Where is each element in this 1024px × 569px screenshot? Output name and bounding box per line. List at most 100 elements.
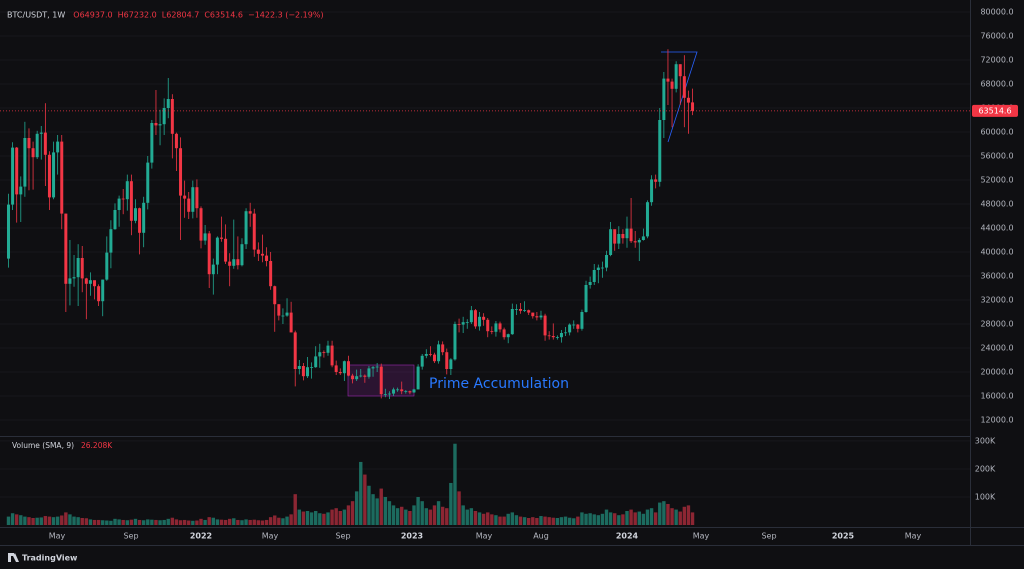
y-tick-label: 40000.0 <box>980 248 1013 257</box>
volume-bar <box>522 517 527 525</box>
candle-body <box>27 138 31 149</box>
y-tick-label: 80000.0 <box>980 8 1013 17</box>
volume-bar <box>146 519 150 525</box>
candle-body <box>572 324 576 326</box>
volume-bar <box>334 508 338 525</box>
candle-body <box>478 316 482 327</box>
candle-body <box>19 186 23 195</box>
volume-bar <box>420 501 424 525</box>
candle-body <box>387 393 391 395</box>
volume-bar <box>301 511 306 525</box>
candle-body <box>502 329 506 338</box>
candle-body <box>179 148 183 196</box>
volume-bar <box>248 519 252 525</box>
candle-body <box>363 375 367 377</box>
volume-bar <box>113 518 117 525</box>
candle-body <box>52 152 56 198</box>
candle-body <box>666 78 670 82</box>
y-tick-label: 76000.0 <box>980 32 1013 41</box>
candle-body <box>109 229 113 253</box>
volume-bar <box>207 517 211 525</box>
volume-bar <box>670 508 674 525</box>
candle-body <box>662 78 666 120</box>
volume-bar <box>162 519 166 525</box>
candle-body <box>412 389 416 393</box>
volume-bar <box>322 513 326 525</box>
candle-body <box>678 64 682 77</box>
volume-tick-label: 100K <box>975 492 996 501</box>
volume-bar <box>252 519 256 525</box>
candle-body <box>93 280 97 287</box>
volume-bar <box>559 517 564 525</box>
volume-bar <box>297 509 302 525</box>
candle-body <box>260 253 264 256</box>
candle-body <box>617 234 621 244</box>
volume-bar <box>96 519 101 525</box>
volume-bar <box>55 516 60 525</box>
x-tick-label: Sep <box>335 532 350 541</box>
volume-bar <box>330 509 334 525</box>
volume-bar <box>6 516 11 525</box>
candle-body <box>633 241 637 243</box>
candle-body <box>396 389 400 391</box>
volume-bar <box>178 520 183 525</box>
candle-body <box>441 344 445 353</box>
volume-bar <box>76 517 80 525</box>
volume-bar <box>14 514 19 525</box>
x-tick-label: Aug <box>533 532 549 541</box>
volume-bar <box>424 508 428 525</box>
candle-body <box>265 255 269 261</box>
candle-body <box>105 252 109 280</box>
candle-body <box>510 309 514 335</box>
volume-tick-label: 300K <box>975 436 996 445</box>
volume-bar <box>236 519 240 525</box>
volume-bar <box>551 517 555 525</box>
volume-bar <box>506 513 510 525</box>
volume-title: Volume (SMA, 9) <box>12 441 74 450</box>
volume-bar <box>80 517 84 525</box>
volume-bar <box>133 518 138 525</box>
candle-body <box>605 255 609 268</box>
y-tick-label: 32000.0 <box>980 296 1013 305</box>
candle-body <box>371 367 375 369</box>
volume-bar <box>629 509 633 525</box>
candle-body <box>183 195 187 199</box>
volume-bar <box>277 517 281 525</box>
candle-body <box>252 213 256 250</box>
candle-body <box>654 179 658 182</box>
volume-bar <box>150 519 154 525</box>
candle-body <box>236 259 240 266</box>
volume-bar <box>535 517 539 525</box>
volume-bar <box>305 510 310 525</box>
candle-body <box>191 187 195 212</box>
ohlc-value: −1422.3 (−2.19%) <box>248 11 324 20</box>
volume-bar <box>68 514 72 525</box>
candle-body <box>113 210 117 230</box>
candle-body <box>256 249 260 254</box>
volume-bar <box>592 514 596 525</box>
volume-bar <box>47 516 52 525</box>
volume-bar <box>240 520 244 525</box>
candle-body <box>600 267 604 269</box>
candle-body <box>31 148 35 158</box>
candle-body <box>437 344 441 362</box>
volume-bar <box>494 515 498 525</box>
candle-body <box>379 366 383 395</box>
volume-bar <box>440 506 445 525</box>
last-price-box <box>972 104 1018 117</box>
candle-body <box>43 132 47 155</box>
candle-body <box>219 237 223 239</box>
candle-body <box>310 367 314 368</box>
candle-body <box>129 181 133 221</box>
candle-body <box>576 324 580 329</box>
candle-body <box>293 332 297 369</box>
volume-bar <box>481 513 486 525</box>
ohlc-value: H67232.0 <box>118 11 157 20</box>
volume-bar <box>31 517 35 525</box>
volume-bar <box>412 505 416 525</box>
volume-bar <box>613 513 617 525</box>
volume-bar <box>395 508 400 525</box>
volume-bar <box>260 520 265 525</box>
x-tick-label: May <box>49 532 66 541</box>
